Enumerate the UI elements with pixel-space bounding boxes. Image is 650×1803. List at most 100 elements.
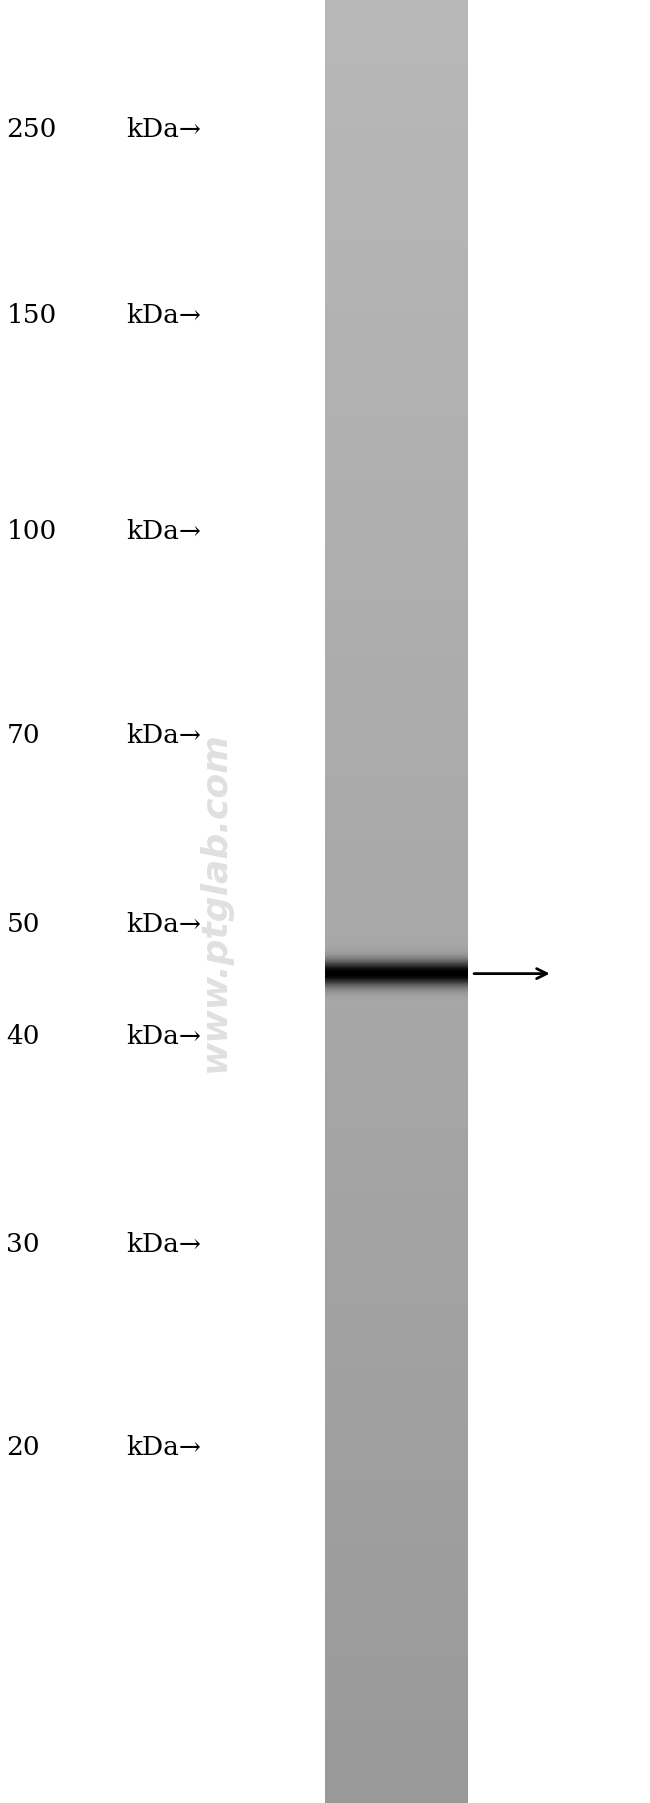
Bar — [325, 1394, 468, 1401]
Bar — [325, 1082, 468, 1087]
Bar — [325, 835, 468, 842]
Bar — [325, 1581, 468, 1587]
Bar — [325, 1527, 468, 1533]
Bar — [325, 1520, 468, 1527]
Bar — [325, 402, 468, 409]
Bar — [325, 752, 468, 757]
Bar — [325, 1213, 468, 1221]
Bar — [325, 1635, 468, 1641]
Bar — [325, 1592, 468, 1599]
Bar — [325, 654, 468, 662]
Bar — [325, 204, 468, 211]
Bar — [325, 433, 468, 438]
Bar — [325, 608, 468, 613]
Bar — [325, 36, 468, 41]
Bar — [325, 847, 468, 853]
Bar — [325, 1455, 468, 1460]
Bar — [325, 186, 468, 193]
Bar — [325, 415, 468, 420]
Bar — [325, 600, 468, 608]
Bar — [325, 1100, 468, 1105]
Bar — [325, 1064, 468, 1069]
Bar — [325, 1424, 468, 1430]
Bar — [325, 1322, 468, 1329]
Bar — [325, 1257, 468, 1262]
Bar — [325, 1772, 468, 1780]
Bar — [325, 1316, 468, 1322]
Bar — [325, 1780, 468, 1785]
Bar — [325, 1040, 468, 1046]
Bar — [325, 541, 468, 546]
Bar — [325, 842, 468, 847]
Bar — [325, 420, 468, 427]
Bar — [325, 18, 468, 23]
Bar — [325, 757, 468, 763]
Bar — [325, 1298, 468, 1304]
Bar — [325, 175, 468, 180]
Bar — [325, 1136, 468, 1141]
Bar — [325, 487, 468, 492]
Bar — [325, 1599, 468, 1605]
Bar — [325, 1262, 468, 1268]
Bar — [325, 1556, 468, 1563]
Bar — [325, 1123, 468, 1130]
Bar — [325, 240, 468, 247]
Text: 150: 150 — [6, 303, 57, 328]
Bar — [325, 1605, 468, 1610]
Bar — [325, 1383, 468, 1388]
Bar — [325, 1239, 468, 1244]
Bar — [325, 1105, 468, 1112]
Bar — [325, 1533, 468, 1538]
Bar — [325, 252, 468, 258]
Text: 250: 250 — [6, 117, 57, 142]
Bar — [325, 409, 468, 415]
Bar — [325, 1466, 468, 1473]
Bar — [325, 956, 468, 961]
Bar — [325, 1653, 468, 1659]
Bar — [325, 144, 468, 150]
Bar — [325, 366, 468, 373]
Bar — [325, 31, 468, 36]
Bar — [325, 1659, 468, 1664]
Bar — [325, 1022, 468, 1028]
Bar — [325, 1268, 468, 1275]
Bar — [325, 1448, 468, 1455]
Bar — [325, 986, 468, 992]
Bar — [325, 1491, 468, 1496]
Bar — [325, 445, 468, 451]
Bar — [325, 734, 468, 739]
Bar — [325, 348, 468, 355]
Bar — [325, 469, 468, 474]
Bar — [325, 1574, 468, 1581]
Bar — [325, 1010, 468, 1015]
Bar — [325, 229, 468, 234]
Bar — [325, 41, 468, 49]
Bar — [325, 1545, 468, 1551]
Bar — [325, 788, 468, 793]
Bar — [325, 824, 468, 829]
Bar — [325, 1617, 468, 1623]
Bar — [325, 698, 468, 703]
Bar — [325, 799, 468, 806]
Bar — [325, 662, 468, 667]
Bar — [325, 1275, 468, 1280]
Bar — [325, 613, 468, 618]
Bar — [325, 234, 468, 240]
Bar — [325, 1015, 468, 1022]
Text: 40: 40 — [6, 1024, 40, 1049]
Bar — [325, 1286, 468, 1293]
Bar — [325, 554, 468, 559]
Bar — [325, 1203, 468, 1208]
Bar — [325, 108, 468, 114]
Bar — [325, 312, 468, 319]
Bar — [325, 1347, 468, 1352]
Bar — [325, 932, 468, 938]
Bar — [325, 1610, 468, 1617]
Bar — [325, 216, 468, 222]
Bar — [325, 1707, 468, 1713]
Bar — [325, 397, 468, 402]
Bar — [325, 1790, 468, 1798]
Bar — [325, 1172, 468, 1177]
Bar — [325, 1033, 468, 1040]
Text: kDa→: kDa→ — [127, 303, 202, 328]
